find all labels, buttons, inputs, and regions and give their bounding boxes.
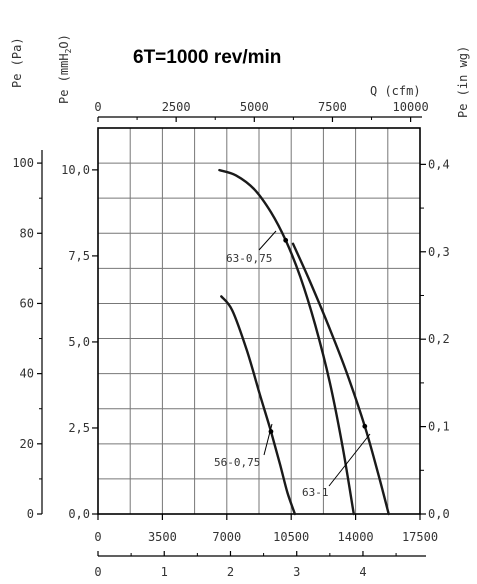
inwg-axis-label: Pe (in wg)	[456, 46, 470, 118]
m3s-tick-label: 1	[161, 565, 168, 579]
inwg-tick-label: 0,4	[428, 157, 450, 171]
inwg-tick-label: 0,1	[428, 420, 450, 434]
curve-marker-63-1	[362, 423, 368, 429]
label-leader-63-075	[258, 230, 277, 251]
curve-marker-63-0-75	[283, 237, 289, 243]
pa-tick-label: 20	[20, 437, 34, 451]
m3s-tick-label: 2	[227, 565, 234, 579]
grid	[98, 128, 420, 514]
mmh2o-tick-label: 0,0	[68, 507, 90, 521]
inwg-tick-label: 0,3	[428, 245, 450, 259]
mmh2o-tick-label: 7,5	[68, 249, 90, 263]
cfm-tick-label: 0	[94, 100, 101, 114]
cfm-tick-label: 10000	[393, 100, 429, 114]
label-leader-63-1	[328, 433, 371, 487]
cfm-tick-label: 2500	[162, 100, 191, 114]
m3h-tick-label: 3500	[148, 530, 177, 544]
chart-title: 6T=1000 rev/min	[133, 47, 281, 68]
plot-frame	[97, 127, 421, 515]
m3h-tick-label: 0	[94, 530, 101, 544]
cfm-tick-label: 7500	[318, 100, 347, 114]
label-leader-56-075	[263, 423, 273, 456]
pa-tick-label: 0	[27, 507, 34, 521]
axes: 0204060801000,02,55,07,510,00,00,10,20,3…	[12, 100, 449, 579]
curve-63-0-75	[218, 168, 355, 516]
mmh2o-tick-label: 5,0	[68, 335, 90, 349]
m3h-tick-label: 7000	[212, 530, 241, 544]
mmh2o-tick-label: 2,5	[68, 421, 90, 435]
pa-tick-label: 40	[20, 367, 34, 381]
mmh2o-tick-label: 10,0	[61, 163, 90, 177]
performance-curves	[218, 168, 390, 516]
pa-tick-label: 60	[20, 296, 34, 310]
pa-tick-label: 100	[12, 156, 34, 170]
series-label-63-075: 63-0,75	[226, 252, 272, 265]
m3s-tick-label: 0	[94, 565, 101, 579]
m3h-tick-label: 10500	[273, 530, 309, 544]
m3h-tick-label: 17500	[402, 530, 438, 544]
curve-63-1	[291, 242, 390, 516]
inwg-tick-label: 0,2	[428, 332, 450, 346]
m3s-tick-label: 3	[293, 565, 300, 579]
cfm-tick-label: 5000	[240, 100, 269, 114]
pa-tick-label: 80	[20, 226, 34, 240]
mmh2o-axis-label: Pe (mmH2O)	[57, 34, 73, 104]
cfm-axis-label: Q (cfm)	[370, 84, 421, 98]
inwg-tick-label: 0,0	[428, 507, 450, 521]
pa-axis-label: Pe (Pa)	[10, 37, 24, 88]
series-label-63-1: 63-1	[302, 486, 329, 499]
m3h-tick-label: 14000	[338, 530, 374, 544]
series-label-56-075: 56-0,75	[214, 456, 260, 469]
curve-56-0-75	[220, 295, 297, 516]
m3s-tick-label: 4	[359, 565, 366, 579]
